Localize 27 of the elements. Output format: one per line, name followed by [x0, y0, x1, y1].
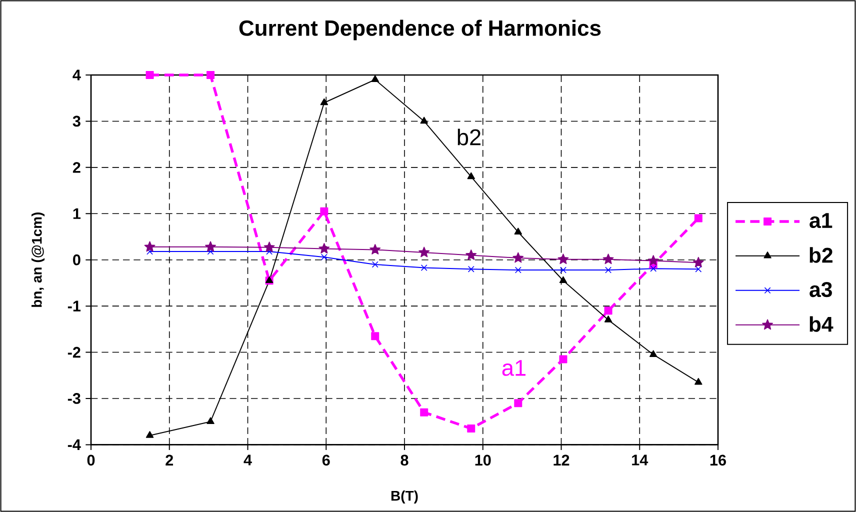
y-axis-title: bn, an (@1cm) [32, 212, 45, 307]
chart-title: Current Dependence of Harmonics [239, 20, 601, 40]
y-tick-label: 1 [73, 208, 81, 219]
x-tick-label: 2 [166, 454, 174, 466]
x-axis-title: B(T) [391, 490, 418, 504]
x-tick-label: 8 [400, 454, 408, 466]
x-tick-label: 6 [322, 454, 330, 466]
x-tick-label: 14 [632, 454, 648, 466]
x-tick-label: 4 [244, 454, 252, 466]
y-tick-label: 3 [72, 116, 80, 127]
x-tick-label: 16 [710, 454, 726, 466]
y-tick-label: -2 [68, 346, 80, 358]
legend-label: a1 [810, 213, 832, 228]
y-tick-label: 2 [72, 162, 80, 173]
y-tick-label: -3 [68, 393, 80, 404]
annotation: b2 [458, 128, 480, 146]
legend-label: b4 [810, 316, 834, 332]
legend-label: b2 [810, 247, 832, 263]
annotation: a1 [502, 360, 526, 376]
y-tick-label: -1 [68, 300, 81, 312]
y-tick-label: 4 [72, 70, 81, 80]
y-tick-label: -4 [68, 439, 81, 450]
y-tick-label: 0 [73, 254, 80, 266]
legend-label: a3 [810, 282, 832, 298]
x-tick-label: 0 [87, 454, 95, 466]
x-tick-label: 10 [475, 454, 491, 466]
x-tick-label: 12 [554, 454, 570, 466]
